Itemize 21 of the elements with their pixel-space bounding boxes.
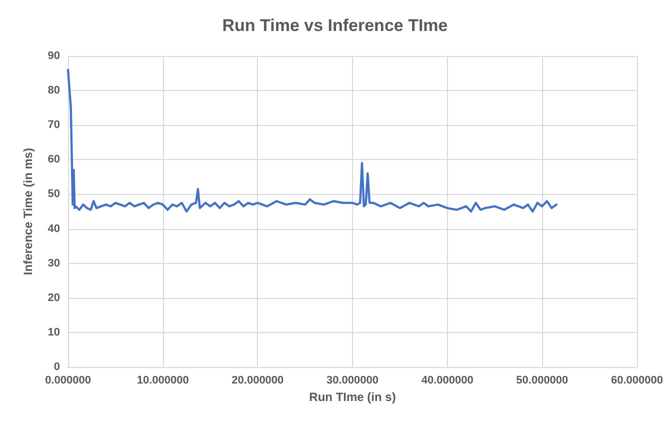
y-axis-title: Inference Time (in ms) (21, 148, 35, 276)
x-tick-label: 10.000000 (136, 374, 189, 386)
x-tick-label: 0.000000 (45, 374, 91, 386)
x-axis-title: Run TIme (in s) (309, 390, 396, 404)
x-tick-label: 60.000000 (611, 374, 663, 386)
y-tick-label: 40 (48, 222, 60, 235)
x-tick-label: 20.000000 (232, 374, 284, 386)
y-tick-label: 80 (48, 84, 60, 97)
y-tick-label: 10 (48, 326, 60, 338)
chart-title: Run Time vs Inference TIme (222, 16, 448, 35)
y-tick-label: 0 (54, 361, 60, 373)
x-tick-label: 50.000000 (516, 374, 568, 386)
x-tick-label: 30.000000 (326, 374, 378, 386)
x-tick-label: 40.000000 (421, 374, 474, 386)
y-tick-label: 60 (48, 154, 60, 166)
line-series (66, 68, 558, 213)
y-tick-label: 70 (48, 119, 60, 132)
y-tick-label: 20 (48, 292, 60, 304)
y-tick-label: 50 (48, 188, 60, 200)
y-tick-label: 90 (48, 50, 60, 62)
y-tick-label: 30 (48, 257, 60, 270)
